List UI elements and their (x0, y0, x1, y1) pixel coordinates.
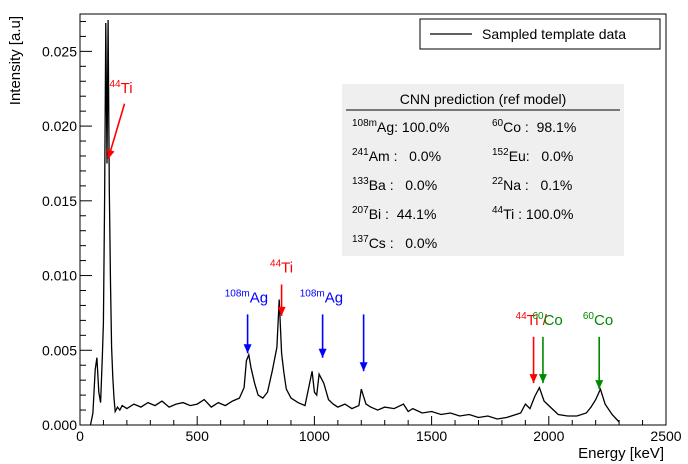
y-tick-label: 0.015 (42, 193, 77, 209)
prediction-cell: 22Na : 0.1% (492, 176, 572, 193)
prediction-value: Cs : 0.0% (369, 235, 437, 251)
prediction-cell: 207Bi : 44.1% (352, 205, 436, 222)
y-tick-label: 0.025 (42, 43, 77, 59)
prediction-box: CNN prediction (ref model) 108mAg: 100.0… (342, 84, 624, 256)
prediction-title: CNN prediction (ref model) (400, 91, 567, 107)
prediction-value: Ba : 0.0% (369, 177, 437, 193)
prediction-cell: 60Co : 98.1% (492, 118, 576, 135)
x-tick-label: 500 (186, 428, 210, 444)
legend: Sampled template data (419, 18, 661, 50)
annotation-element: Co (594, 312, 613, 329)
annotation-superscript: 44 (516, 311, 528, 322)
annotation-superscript: 44 (270, 259, 282, 270)
prediction-cell: 108mAg: 100.0% (352, 118, 449, 135)
annotation-arrowhead (538, 374, 547, 384)
annotation-arrowhead (318, 348, 327, 358)
y-tick-label: 0.020 (42, 118, 77, 134)
x-tick-label: 0 (76, 428, 84, 444)
annotation-label: 44Ti (270, 259, 293, 277)
prediction-value: Na : 0.1% (503, 177, 572, 193)
prediction-isotope-mass: 137 (352, 234, 369, 245)
prediction-isotope-mass: 60 (492, 118, 504, 129)
y-axis-label: Intensity [a.u] (7, 16, 24, 105)
x-tick-label: 1000 (299, 428, 330, 444)
prediction-value: Ag: 100.0% (377, 119, 449, 135)
annotation-arrowhead (106, 149, 115, 159)
annotation-arrowhead (529, 374, 538, 384)
prediction-cell: 241Am : 0.0% (352, 147, 441, 164)
prediction-cell: 44Ti : 100.0% (492, 205, 573, 222)
annotation-element: Ti / (527, 312, 548, 329)
y-tick-label: 0.005 (42, 342, 77, 358)
annotation-element: Ti (121, 80, 133, 97)
x-tick-label: 2000 (533, 428, 564, 444)
annotation-label: 44Ti / (516, 311, 548, 329)
y-tick-label: 0.000 (42, 417, 77, 433)
annotation-element: Ag (250, 289, 268, 306)
prediction-box-bg (342, 84, 624, 256)
prediction-value: Ti : 100.0% (503, 206, 573, 222)
prediction-cell: 152Eu: 0.0% (492, 147, 573, 164)
prediction-isotope-mass: 133 (352, 176, 369, 187)
legend-entry: Sampled template data (482, 26, 626, 42)
x-tick-label: 2500 (650, 428, 681, 444)
annotation-label: 60Co (532, 311, 562, 329)
annotation-label: 44Ti (109, 79, 132, 97)
x-tick-label: 1500 (416, 428, 447, 444)
prediction-isotope-mass: 241 (352, 147, 369, 158)
prediction-isotope-mass: 22 (492, 176, 504, 187)
annotation-superscript: 44 (109, 79, 121, 90)
annotation-element: Co (544, 312, 563, 329)
prediction-value: Bi : 44.1% (369, 206, 437, 222)
x-axis: 0 500 1000 1500 2000 2500 (76, 416, 682, 444)
y-tick-label: 0.010 (42, 268, 77, 284)
prediction-cell: 137Cs : 0.0% (352, 234, 437, 251)
prediction-isotope-mass: 108m (352, 118, 377, 129)
prediction-value: Co : 98.1% (503, 119, 576, 135)
annotation-arrowhead (243, 344, 252, 354)
prediction-isotope-mass: 152 (492, 147, 509, 158)
prediction-isotope-mass: 44 (492, 205, 504, 216)
prediction-value: Eu: 0.0% (509, 148, 574, 164)
annotation-superscript: 60 (532, 311, 544, 322)
annotation-element: Ag (325, 289, 343, 306)
prediction-isotope-mass: 207 (352, 205, 369, 216)
x-axis-label: Energy [keV] (578, 445, 664, 462)
prediction-value: Am : 0.0% (369, 148, 441, 164)
annotation-arrowhead (359, 362, 368, 372)
annotation-label: 60Co (583, 311, 613, 329)
annotation-superscript: 108m (225, 288, 250, 299)
annotation-arrow (107, 103, 126, 160)
prediction-rows: 108mAg: 100.0% 60Co : 98.1% 241Am : 0.0% 15… (352, 118, 576, 251)
annotation-label: 108mAg (300, 288, 343, 306)
annotation-arrowhead (277, 306, 286, 316)
prediction-cell: 133Ba : 0.0% (352, 176, 437, 193)
y-axis: 0.000 0.005 0.010 0.015 0.020 0.025 (42, 20, 92, 433)
series-line (89, 19, 620, 426)
annotation-superscript: 60 (583, 311, 595, 322)
annotation-element: Ti (281, 260, 293, 277)
annotation-arrowhead (595, 380, 604, 390)
annotation-superscript: 108m (300, 288, 325, 299)
annotation-label: 108mAg (225, 288, 268, 306)
